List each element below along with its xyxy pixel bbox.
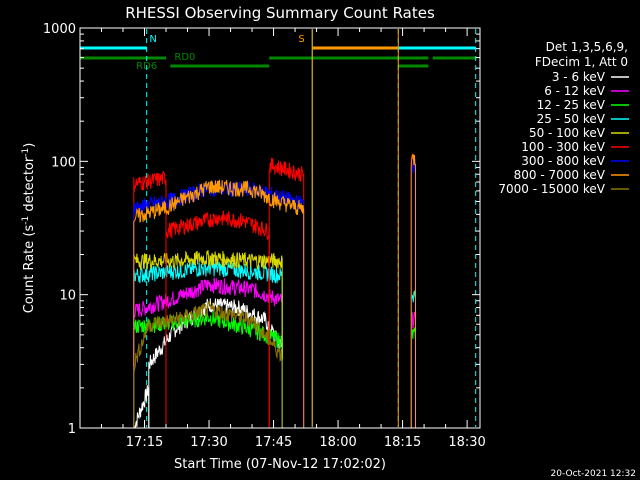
legend: Det 1,3,5,6,9, FDecim 1, Att 0 3 - 6 keV… (498, 40, 629, 196)
legend-label: 6 - 12 keV (544, 84, 606, 98)
series-line (133, 170, 167, 428)
series-line (133, 301, 283, 428)
x-tick-label: 17:15 (126, 435, 163, 450)
y-tick-label: 100 (51, 155, 76, 170)
y-axis-label-main: Count Rate (s (22, 225, 37, 314)
series-line (410, 154, 416, 428)
series-line (133, 179, 305, 428)
series (133, 250, 283, 428)
chart-title: RHESSI Observing Summary Count Rates (125, 4, 435, 22)
y-tick-label: 10 (59, 289, 76, 304)
state-bar-label: RD0 (174, 52, 195, 63)
series-line (133, 250, 283, 428)
state-bar-label: N (149, 34, 156, 45)
y-tick-label: 1000 (43, 22, 76, 37)
x-tick-label: 18:30 (448, 435, 485, 450)
legend-label: 25 - 50 keV (537, 112, 606, 126)
legend-label: 300 - 800 keV (521, 154, 605, 168)
series-line (133, 311, 283, 428)
series-layer (133, 153, 416, 429)
y-axis-label-sup1: -1 (21, 216, 31, 225)
series (133, 301, 283, 428)
x-tick-label: 18:15 (384, 435, 421, 450)
series-line (133, 260, 283, 428)
series-line (133, 385, 150, 429)
x-axis-label: Start Time (07-Nov-12 17:02:02) (174, 457, 386, 472)
y-axis-ticks: 1 10 100 1000 (43, 22, 480, 437)
x-tick-label: 18:00 (319, 435, 356, 450)
series (133, 298, 283, 429)
legend-label: 3 - 6 keV (552, 70, 606, 84)
series-line (148, 298, 283, 428)
timestamp: 20-Oct-2021 12:32 (551, 469, 636, 479)
legend-header-line1: Det 1,3,5,6,9, (546, 40, 628, 54)
series-line (133, 277, 283, 428)
legend-header-line2: FDecim 1, Att 0 (535, 55, 628, 69)
y-tick-label: 1 (68, 422, 76, 437)
legend-label: 7000 - 15000 keV (498, 182, 605, 196)
x-tick-label: 17:30 (190, 435, 227, 450)
legend-label: 100 - 300 keV (521, 140, 605, 154)
x-axis-ticks: 17:15 17:30 17:45 18:00 18:15 18:30 (101, 28, 486, 450)
legend-label: 800 - 7000 keV (514, 168, 606, 182)
y-axis-label-sup2: -1 (21, 148, 31, 157)
series-line (268, 157, 305, 428)
series (133, 154, 416, 428)
y-axis-label-end: ) (22, 143, 37, 148)
legend-label: 12 - 25 keV (537, 98, 606, 112)
plot-frame (79, 27, 481, 429)
legend-label: 50 - 100 keV (529, 126, 606, 140)
y-axis-label-mid: detector (22, 156, 37, 216)
state-bar-label: S (298, 34, 304, 45)
y-axis-label: Count Rate (s-1 detector-1) (21, 143, 37, 314)
x-tick-label: 17:45 (255, 435, 292, 450)
series-line (165, 210, 270, 428)
